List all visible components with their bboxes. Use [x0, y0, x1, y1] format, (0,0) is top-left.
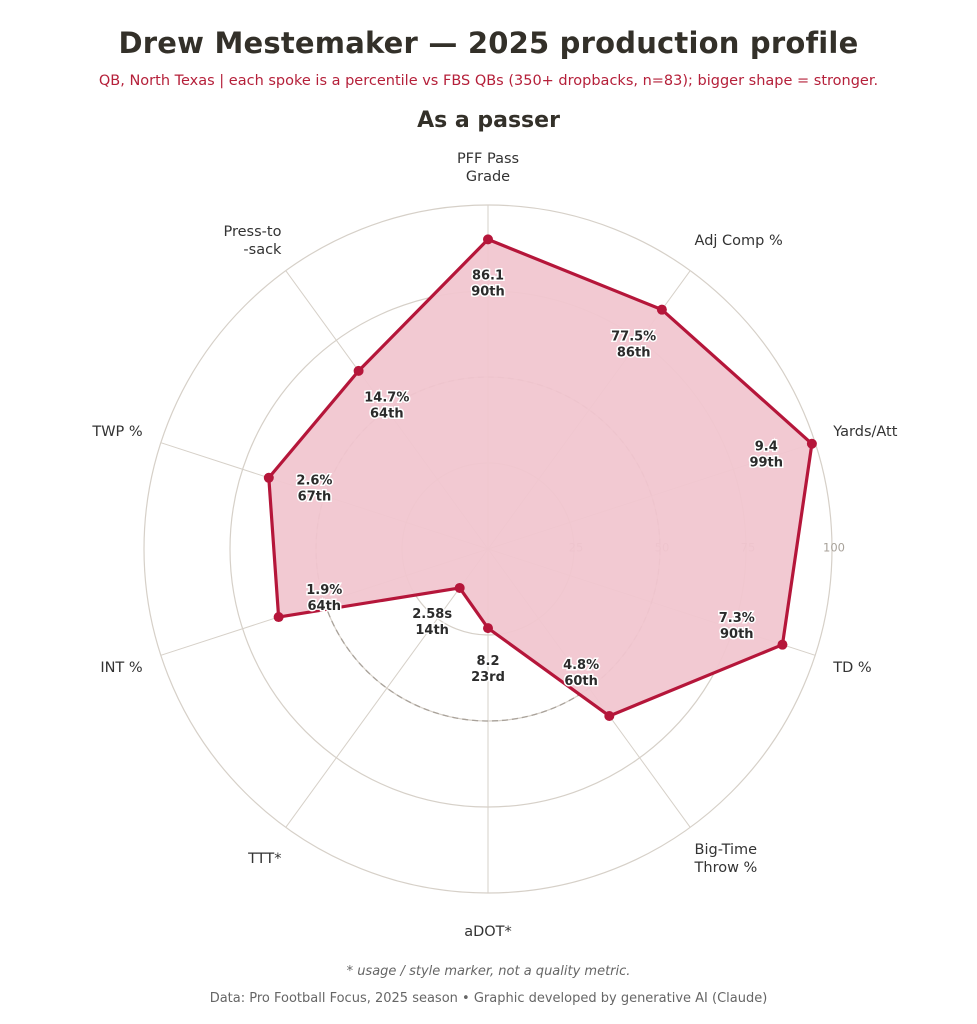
- value-label-7: 1.9% 64th: [306, 583, 342, 614]
- axis-label-line: aDOT*: [464, 924, 512, 940]
- value-label-2: 9.4 99th: [749, 440, 783, 471]
- data-point-9: [353, 365, 364, 376]
- footnote: * usage / style marker, not a quality me…: [346, 964, 631, 979]
- axis-label-1: Adj Comp %: [695, 233, 783, 249]
- percentile-text-1: 86th: [617, 345, 651, 360]
- value-label-4: 4.8% 60th: [563, 658, 599, 689]
- axis-label-8: TWP %: [91, 424, 142, 440]
- axis-label-line: Grade: [466, 169, 510, 185]
- value-label-0: 86.1 90th: [471, 268, 505, 299]
- axis-label-line: Press-to: [224, 224, 282, 240]
- axis-label-line: TWP %: [91, 424, 142, 440]
- data-point-0: [483, 234, 493, 245]
- axis-label-line: Big-Time: [695, 842, 758, 858]
- value-text-5: 8.2: [476, 654, 499, 669]
- axis-label-7: INT %: [100, 660, 142, 676]
- axis-label-line: TD %: [832, 660, 871, 676]
- axis-label-6: TTT*: [247, 851, 281, 867]
- percentile-text-2: 99th: [749, 456, 783, 471]
- percentile-text-3: 90th: [720, 627, 754, 642]
- data-point-2: [806, 438, 817, 449]
- percentile-text-8: 67th: [298, 490, 332, 505]
- value-text-7: 1.9%: [306, 583, 342, 598]
- value-text-3: 7.3%: [719, 611, 755, 626]
- value-text-9: 14.7%: [364, 391, 409, 406]
- axis-label-0: PFF Pass Grade: [457, 151, 519, 185]
- panel-title: As a passer: [417, 108, 560, 133]
- percentile-text-7: 64th: [307, 599, 341, 614]
- value-text-8: 2.6%: [296, 474, 332, 489]
- value-text-6: 2.58s: [412, 607, 452, 622]
- value-label-1: 77.5% 86th: [611, 329, 656, 360]
- value-label-6: 2.58s 14th: [412, 607, 452, 638]
- chart-title: Drew Mestemaker — 2025 production profil…: [118, 26, 859, 60]
- r-tick-label-100: 100: [823, 541, 845, 555]
- data-point-1: [656, 304, 667, 315]
- axis-label-3: TD %: [832, 660, 871, 676]
- source-credit: Data: Pro Football Focus, 2025 season • …: [209, 991, 768, 1006]
- axis-label-line: Throw %: [694, 860, 758, 876]
- value-label-5: 8.2 23rd: [471, 654, 505, 685]
- value-text-4: 4.8%: [563, 658, 599, 673]
- axis-label-line: Adj Comp %: [695, 233, 783, 249]
- radar-chart: 25507510086.190th77.5%86th9.499th7.3%90t…: [91, 151, 897, 940]
- data-point-3: [777, 639, 788, 650]
- value-label-3: 7.3% 90th: [719, 611, 755, 642]
- axis-label-line: Yards/Att: [832, 424, 897, 440]
- axis-label-5: aDOT*: [464, 924, 512, 940]
- value-label-9: 14.7% 64th: [364, 391, 409, 422]
- data-point-7: [273, 612, 284, 623]
- series-polygon: [267, 237, 814, 718]
- chart-subtitle: QB, North Texas | each spoke is a percen…: [98, 73, 879, 89]
- percentile-text-0: 90th: [471, 284, 505, 299]
- data-point-4: [604, 710, 615, 721]
- percentile-text-4: 60th: [564, 674, 598, 689]
- axis-label-line: TTT*: [247, 851, 281, 867]
- axis-label-4: Big-Time Throw %: [694, 842, 758, 876]
- axis-label-2: Yards/Att: [832, 424, 897, 440]
- axis-label-9: Press-to -sack: [224, 224, 283, 258]
- data-point-8: [263, 472, 274, 483]
- data-point-6: [454, 582, 465, 593]
- axis-label-line: INT %: [100, 660, 142, 676]
- value-text-2: 9.4: [755, 440, 778, 455]
- value-label-8: 2.6% 67th: [296, 474, 332, 505]
- axis-label-line: PFF Pass: [457, 151, 519, 167]
- data-point-5: [483, 623, 493, 634]
- value-text-0: 86.1: [472, 268, 504, 283]
- percentile-text-5: 23rd: [471, 670, 505, 685]
- percentile-text-6: 14th: [415, 623, 449, 638]
- spoke-line-6: [285, 548, 489, 828]
- axis-label-line: -sack: [243, 242, 282, 258]
- value-text-1: 77.5%: [611, 329, 656, 344]
- percentile-text-9: 64th: [370, 407, 404, 422]
